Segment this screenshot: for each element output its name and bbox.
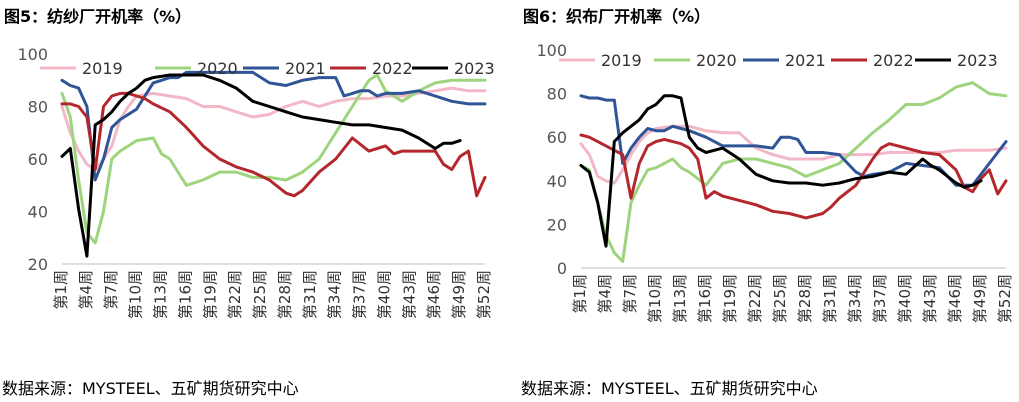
- y-tick-label: 60: [547, 128, 567, 147]
- x-tick-label: 第37周: [351, 270, 369, 319]
- spinning-mill-chart: 20 40 60 80 100 第1周 第4周 第7周 第10周 第13周 第16周 第19周 第22周…: [17, 45, 495, 319]
- x-tick-label: 第13周: [671, 274, 689, 323]
- y-tick-label: 40: [28, 203, 48, 222]
- legend-label-2019: 2019: [82, 59, 123, 78]
- x-tick-label: 第28周: [796, 274, 814, 323]
- data-source: 数据来源：MYSTEEL、五矿期货研究中心: [2, 379, 299, 398]
- x-tick-label: 第25周: [771, 274, 789, 323]
- legend-label-2020: 2020: [197, 59, 238, 78]
- figure-right: 图6：织布厂开机率（%） 0 20 40 60 80 100 第1周 第4周 第7周 第10周 第1…: [519, 0, 1019, 402]
- x-tick-label: 第10周: [127, 270, 145, 319]
- series-line-2020: [60, 73, 487, 245]
- data-source: 数据来源：MYSTEEL、五矿期货研究中心: [521, 379, 818, 398]
- x-tick-label: 第4周: [77, 270, 95, 310]
- x-tick-label: 第10周: [646, 274, 664, 323]
- x-tick-label: 第43周: [921, 274, 939, 323]
- x-tick-label: 第19周: [721, 274, 739, 323]
- x-tick-label: 第34周: [326, 270, 344, 319]
- series-line-2022: [60, 91, 487, 198]
- x-tick-label: 第1周: [571, 274, 589, 314]
- y-tick-label: 100: [536, 41, 567, 60]
- legend-label-2021: 2021: [285, 59, 326, 78]
- x-tick-label: 第19周: [201, 270, 219, 319]
- legend-label-2022: 2022: [372, 59, 413, 78]
- series-line-2023: [579, 94, 983, 248]
- y-tick-label: 60: [28, 150, 48, 169]
- x-tick-label: 第1周: [52, 270, 70, 310]
- y-tick-label: 40: [547, 172, 567, 191]
- x-tick-label: 第43周: [400, 270, 418, 319]
- x-tick-label: 第16周: [696, 274, 714, 323]
- x-tick-label: 第4周: [596, 274, 614, 314]
- x-tick-label: 第28周: [276, 270, 294, 319]
- x-tick-label: 第37周: [871, 274, 889, 323]
- legend-label-2022: 2022: [873, 51, 914, 70]
- legend-label-2019: 2019: [601, 51, 642, 70]
- series-line-2022: [579, 133, 1008, 220]
- legend-label-2023: 2023: [454, 59, 495, 78]
- y-tick-label: 20: [547, 215, 567, 234]
- x-tick-label: 第49周: [971, 274, 989, 323]
- x-tick-label: 第7周: [621, 274, 639, 314]
- x-tick-label: 第16周: [176, 270, 194, 319]
- y-tick-label: 80: [28, 98, 48, 117]
- series-line-2023: [60, 73, 462, 258]
- series-line-2021: [579, 94, 1008, 187]
- x-tick-label: 第31周: [301, 270, 319, 319]
- y-tick-label: 20: [28, 255, 48, 274]
- x-tick-label: 第22周: [746, 274, 764, 323]
- legend-label-2020: 2020: [696, 51, 737, 70]
- x-tick-label: 第31周: [821, 274, 839, 323]
- x-tick-label: 第25周: [251, 270, 269, 319]
- x-tick-label: 第22周: [226, 270, 244, 319]
- chart-title: 图5：纺纱厂开机率（%）: [4, 7, 192, 26]
- x-tick-label: 第40周: [375, 270, 393, 319]
- series-line-2019: [60, 86, 487, 171]
- x-tick-label: 第49周: [450, 270, 468, 319]
- y-tick-label: 100: [17, 45, 48, 64]
- chart-title: 图6：织布厂开机率（%）: [523, 7, 711, 26]
- x-tick-label: 第52周: [475, 270, 493, 319]
- series-line-2021: [60, 70, 487, 182]
- series-line-2020: [579, 81, 1008, 263]
- x-tick-label: 第40周: [896, 274, 914, 323]
- x-tick-label: 第7周: [102, 270, 120, 310]
- x-tick-label: 第46周: [425, 270, 443, 319]
- x-tick-label: 第52周: [996, 274, 1014, 323]
- legend-label-2021: 2021: [785, 51, 826, 70]
- x-tick-label: 第46周: [946, 274, 964, 323]
- y-tick-label: 0: [557, 259, 567, 278]
- legend-label-2023: 2023: [957, 51, 998, 70]
- x-tick-label: 第34周: [846, 274, 864, 323]
- x-tick-label: 第13周: [152, 270, 170, 319]
- weaving-mill-chart: 0 20 40 60 80 100 第1周 第4周 第7周 第10周 第13周 第16周 第19周 第22…: [536, 41, 1014, 323]
- figure-left: 图5：纺纱厂开机率（%） 20 40 60 80 100 第1周 第4周 第7周 第10周 第13…: [0, 0, 500, 402]
- y-tick-label: 80: [547, 85, 567, 104]
